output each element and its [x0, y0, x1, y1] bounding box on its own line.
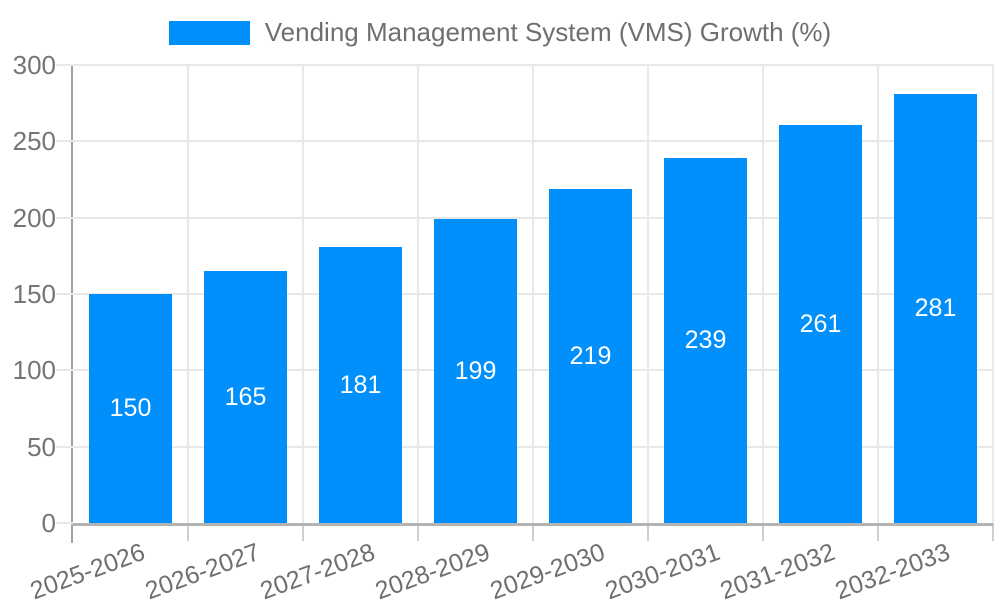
bar-value-label: 219 — [569, 341, 612, 370]
bar-2027-2028: 181 — [319, 247, 402, 523]
y-tick-mark — [56, 369, 73, 372]
v-gridline — [532, 65, 534, 523]
y-tick-label: 50 — [27, 431, 56, 462]
plot-area: 150 165 181 199 219 239 261 281 — [71, 64, 994, 543]
v-gridline — [877, 65, 879, 523]
bar-2025-2026: 150 — [89, 294, 172, 523]
bar-2028-2029: 199 — [434, 219, 517, 523]
v-gridline — [762, 65, 764, 523]
chart-legend: Vending Management System (VMS) Growth (… — [0, 17, 1000, 48]
x-tick-mark — [647, 523, 649, 541]
bar-2030-2031: 239 — [664, 158, 747, 523]
x-tick-mark — [187, 523, 189, 541]
bar-2031-2032: 261 — [779, 125, 862, 523]
v-gridline — [417, 65, 419, 523]
y-tick-mark — [56, 293, 73, 295]
x-tick-mark — [762, 523, 764, 541]
bar-value-label: 239 — [684, 326, 727, 354]
bar-value-label: 165 — [224, 382, 267, 411]
v-gridline — [992, 65, 994, 523]
bar-2026-2027: 165 — [204, 271, 287, 523]
v-gridline — [302, 65, 304, 523]
y-tick-label: 0 — [41, 508, 56, 538]
x-tick-mark — [532, 523, 534, 541]
bar-value-label: 261 — [799, 309, 842, 338]
v-gridline — [187, 65, 189, 523]
y-tick-label: 150 — [12, 279, 56, 309]
bar-value-label: 181 — [339, 370, 382, 399]
bar-value-label: 150 — [109, 394, 152, 422]
y-tick-mark — [56, 64, 73, 66]
v-gridline — [647, 65, 649, 523]
bar-2032-2033: 281 — [894, 94, 977, 523]
y-tick-mark — [56, 216, 73, 219]
bar-2029-2030: 219 — [549, 189, 632, 523]
x-axis-line — [71, 523, 993, 526]
legend-color-swatch — [168, 20, 250, 45]
y-axis-line — [71, 65, 73, 543]
y-tick-label: 300 — [12, 50, 56, 80]
x-tick-mark — [417, 523, 419, 541]
bar-value-label: 199 — [454, 356, 497, 385]
x-tick-mark — [302, 523, 304, 541]
y-tick-label: 200 — [12, 202, 56, 233]
x-tick-mark — [877, 523, 879, 541]
y-tick-label: 100 — [12, 355, 56, 386]
legend-label: Vending Management System (VMS) Growth (… — [264, 17, 832, 47]
y-tick-mark — [56, 522, 73, 524]
bar-value-label: 281 — [914, 294, 957, 322]
y-tick-mark — [56, 445, 73, 448]
y-tick-label: 250 — [12, 126, 56, 157]
y-tick-mark — [56, 140, 73, 143]
x-tick-mark — [992, 523, 994, 541]
